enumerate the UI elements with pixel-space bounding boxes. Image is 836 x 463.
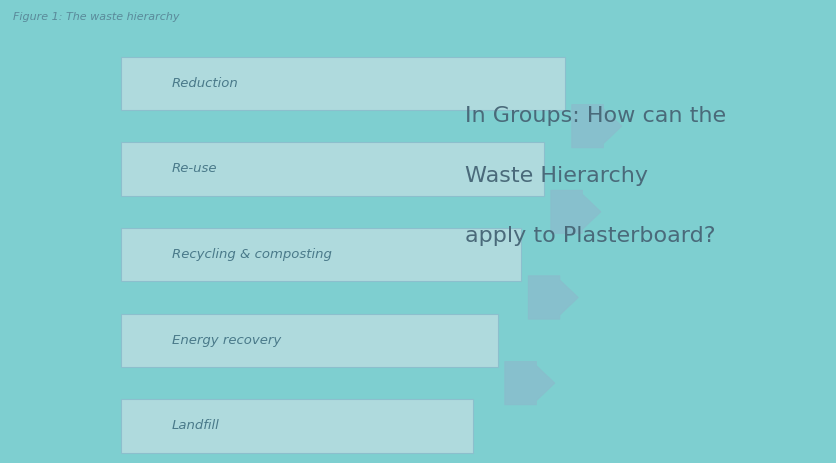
Polygon shape (571, 104, 621, 148)
Text: apply to Plasterboard?: apply to Plasterboard? (464, 226, 714, 246)
FancyBboxPatch shape (121, 143, 543, 195)
FancyBboxPatch shape (121, 228, 521, 281)
Text: Recycling & composting: Recycling & composting (171, 248, 331, 261)
Polygon shape (550, 190, 600, 233)
Text: Figure 1: The waste hierarchy: Figure 1: The waste hierarchy (13, 12, 179, 22)
Polygon shape (504, 361, 554, 405)
Polygon shape (528, 275, 578, 319)
FancyBboxPatch shape (121, 57, 564, 110)
Text: Landfill: Landfill (171, 419, 219, 432)
Text: Waste Hierarchy: Waste Hierarchy (464, 166, 647, 186)
FancyBboxPatch shape (121, 314, 497, 367)
Text: Reduction: Reduction (171, 77, 238, 90)
Text: Re-use: Re-use (171, 163, 217, 175)
Text: In Groups: How can the: In Groups: How can the (464, 106, 725, 126)
FancyBboxPatch shape (121, 399, 472, 453)
Text: Energy recovery: Energy recovery (171, 334, 281, 347)
